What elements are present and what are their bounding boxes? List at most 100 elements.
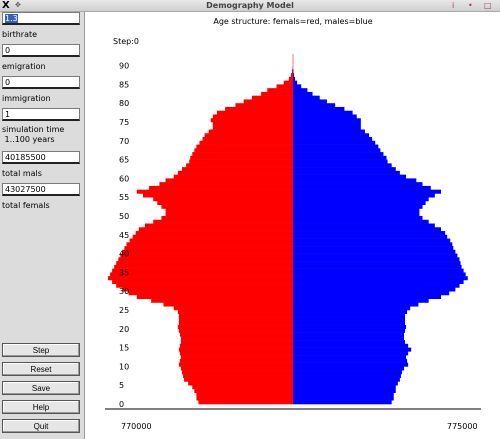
male-bar-age-38 [293, 257, 460, 262]
female-bar-age-10 [178, 362, 293, 367]
male-bar-age-82 [293, 91, 313, 96]
female-bar-age-40 [122, 249, 293, 254]
y-tick-30: 30 [119, 287, 129, 296]
y-tick-5: 5 [119, 381, 124, 390]
total-mals-input[interactable]: 40185500 [2, 151, 80, 164]
female-bar-age-87 [290, 73, 293, 78]
male-bar-age-37 [293, 261, 461, 266]
male-bar-age-39 [293, 253, 458, 258]
female-bar-age-27 [151, 298, 293, 303]
female-bar-age-52 [161, 204, 293, 209]
info-icon[interactable]: i [452, 1, 455, 10]
male-bar-age-22 [293, 317, 406, 322]
male-bar-age-58 [293, 182, 423, 187]
male-bar-age-79 [293, 103, 336, 108]
simulation-time-label: simulation time 1..100 years [2, 125, 65, 144]
total-femals-input[interactable]: 43027500 [2, 183, 80, 196]
female-bar-age-24 [177, 310, 293, 315]
male-bar-age-35 [293, 268, 464, 273]
male-bar-age-65 [293, 155, 387, 160]
male-bar-age-14 [293, 347, 412, 352]
female-bar-age-26 [163, 302, 293, 307]
help-button[interactable]: Help [2, 400, 80, 414]
quit-button[interactable]: Quit [2, 419, 80, 433]
female-bar-age-43 [129, 238, 293, 243]
male-bar-age-55 [293, 193, 435, 198]
female-bar-age-12 [180, 355, 293, 360]
female-bar-age-4 [192, 385, 293, 390]
y-tick-85: 85 [119, 80, 129, 89]
birthrate-label: birthrate [2, 30, 38, 39]
y-tick-70: 70 [119, 137, 129, 146]
y-tick-10: 10 [119, 362, 129, 371]
female-bar-age-19 [178, 328, 293, 333]
female-bar-age-75 [210, 118, 293, 123]
x-logo-icon: X [2, 0, 10, 11]
simulation-time-input[interactable]: 1 [2, 108, 80, 121]
y-tick-15: 15 [119, 344, 129, 353]
female-bar-age-44 [132, 234, 293, 239]
birthrate-input[interactable]: 1.3 [2, 12, 80, 25]
male-bar-age-29 [293, 291, 450, 296]
male-bar-age-30 [293, 287, 456, 292]
step-button[interactable]: Step [2, 343, 80, 357]
minimize-icon[interactable]: • [468, 1, 473, 10]
male-bar-age-31 [293, 283, 460, 288]
male-bar-age-80 [293, 99, 327, 104]
maximize-icon[interactable]: □ [484, 1, 492, 10]
female-bar-age-63 [186, 163, 293, 168]
y-tick-labels: 0 5 10 15 20 25 30 35 40 45 50 55 60 65 70 75 80 85 90 [119, 62, 129, 409]
female-bar-age-77 [216, 110, 293, 115]
male-bar-age-73 [293, 125, 361, 130]
save-button[interactable]: Save [2, 381, 80, 395]
male-bar-age-10 [293, 362, 409, 367]
x-tick-labels: 770000 775000 [121, 422, 478, 431]
female-bar-age-71 [204, 133, 293, 138]
male-bar-age-71 [293, 133, 370, 138]
y-tick-90: 90 [119, 62, 129, 71]
female-bar-age-11 [179, 358, 293, 363]
immigration-label: immigration [2, 94, 51, 103]
total-femals-label: total femals [2, 201, 50, 210]
male-bar-age-13 [293, 351, 409, 356]
immigration-input[interactable]: 0 [2, 76, 80, 89]
male-bar-age-20 [293, 325, 407, 330]
reset-button[interactable]: Reset [2, 362, 80, 376]
male-bar-age-61 [293, 170, 400, 175]
male-bar-age-78 [293, 106, 345, 112]
female-bar-age-62 [182, 167, 293, 172]
emigration-input[interactable]: 0 [2, 44, 80, 57]
y-tick-55: 55 [119, 193, 129, 202]
male-bar-age-50 [293, 212, 420, 217]
female-bar-age-32 [112, 279, 293, 284]
y-tick-40: 40 [119, 250, 129, 259]
male-bar-age-60 [293, 174, 407, 179]
female-bar-age-6 [184, 377, 293, 382]
y-tick-50: 50 [119, 212, 129, 221]
chart-title: Age structure: femals=red, males=blue [213, 17, 372, 26]
male-bar-age-43 [293, 238, 451, 243]
male-bar-age-67 [293, 148, 381, 153]
female-bar-age-73 [212, 125, 293, 130]
female-bar-age-33 [108, 276, 293, 281]
female-bar-age-31 [116, 283, 293, 288]
female-bar-age-28 [136, 294, 293, 300]
total-femals-value: 43027500 [5, 185, 46, 194]
female-bar-age-79 [235, 103, 293, 108]
female-bar-age-78 [225, 106, 293, 112]
male-bar-age-4 [293, 385, 396, 390]
male-bar-age-25 [293, 306, 411, 311]
female-bar-age-88 [291, 69, 293, 74]
total-mals-value: 40185500 [5, 153, 46, 162]
female-bar-age-3 [194, 388, 293, 394]
female-bar-age-70 [202, 137, 293, 142]
male-bar-age-0 [293, 400, 392, 405]
male-bar-age-9 [293, 366, 404, 371]
male-bar-age-64 [293, 159, 388, 164]
male-bar-age-59 [293, 178, 417, 183]
pin-icon[interactable]: ✥ [15, 1, 21, 9]
female-bar-age-65 [190, 155, 293, 160]
male-bar-age-36 [293, 264, 462, 269]
emigration-value: 0 [5, 46, 11, 55]
male-bar-age-2 [293, 392, 394, 397]
